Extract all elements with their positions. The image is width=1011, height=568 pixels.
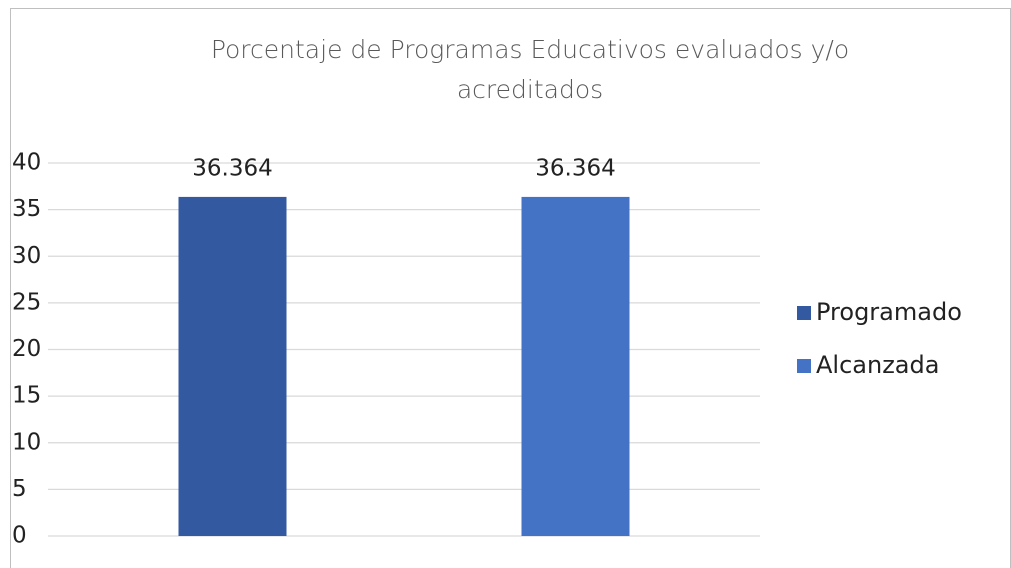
bar [521, 196, 630, 536]
y-tick-label: 15 [12, 383, 41, 409]
y-tick-label: 20 [12, 336, 41, 362]
y-tick-label: 35 [12, 196, 41, 222]
y-tick-label: 25 [12, 289, 41, 315]
legend-label: Alcanzada [816, 351, 939, 379]
legend-swatch [797, 306, 811, 320]
bar [178, 196, 287, 536]
legend-swatch [797, 359, 811, 373]
data-label: 36.364 [535, 155, 615, 181]
chart-title: Porcentaje de Programas Educativos evalu… [210, 35, 850, 104]
y-tick-label: 40 [12, 150, 41, 176]
y-tick-label: 5 [12, 476, 27, 502]
legend-label: Programado [816, 298, 962, 326]
data-label: 36.364 [192, 155, 272, 181]
y-tick-label: 0 [12, 523, 27, 549]
y-tick-label: 30 [12, 243, 41, 269]
y-tick-label: 10 [12, 429, 41, 455]
